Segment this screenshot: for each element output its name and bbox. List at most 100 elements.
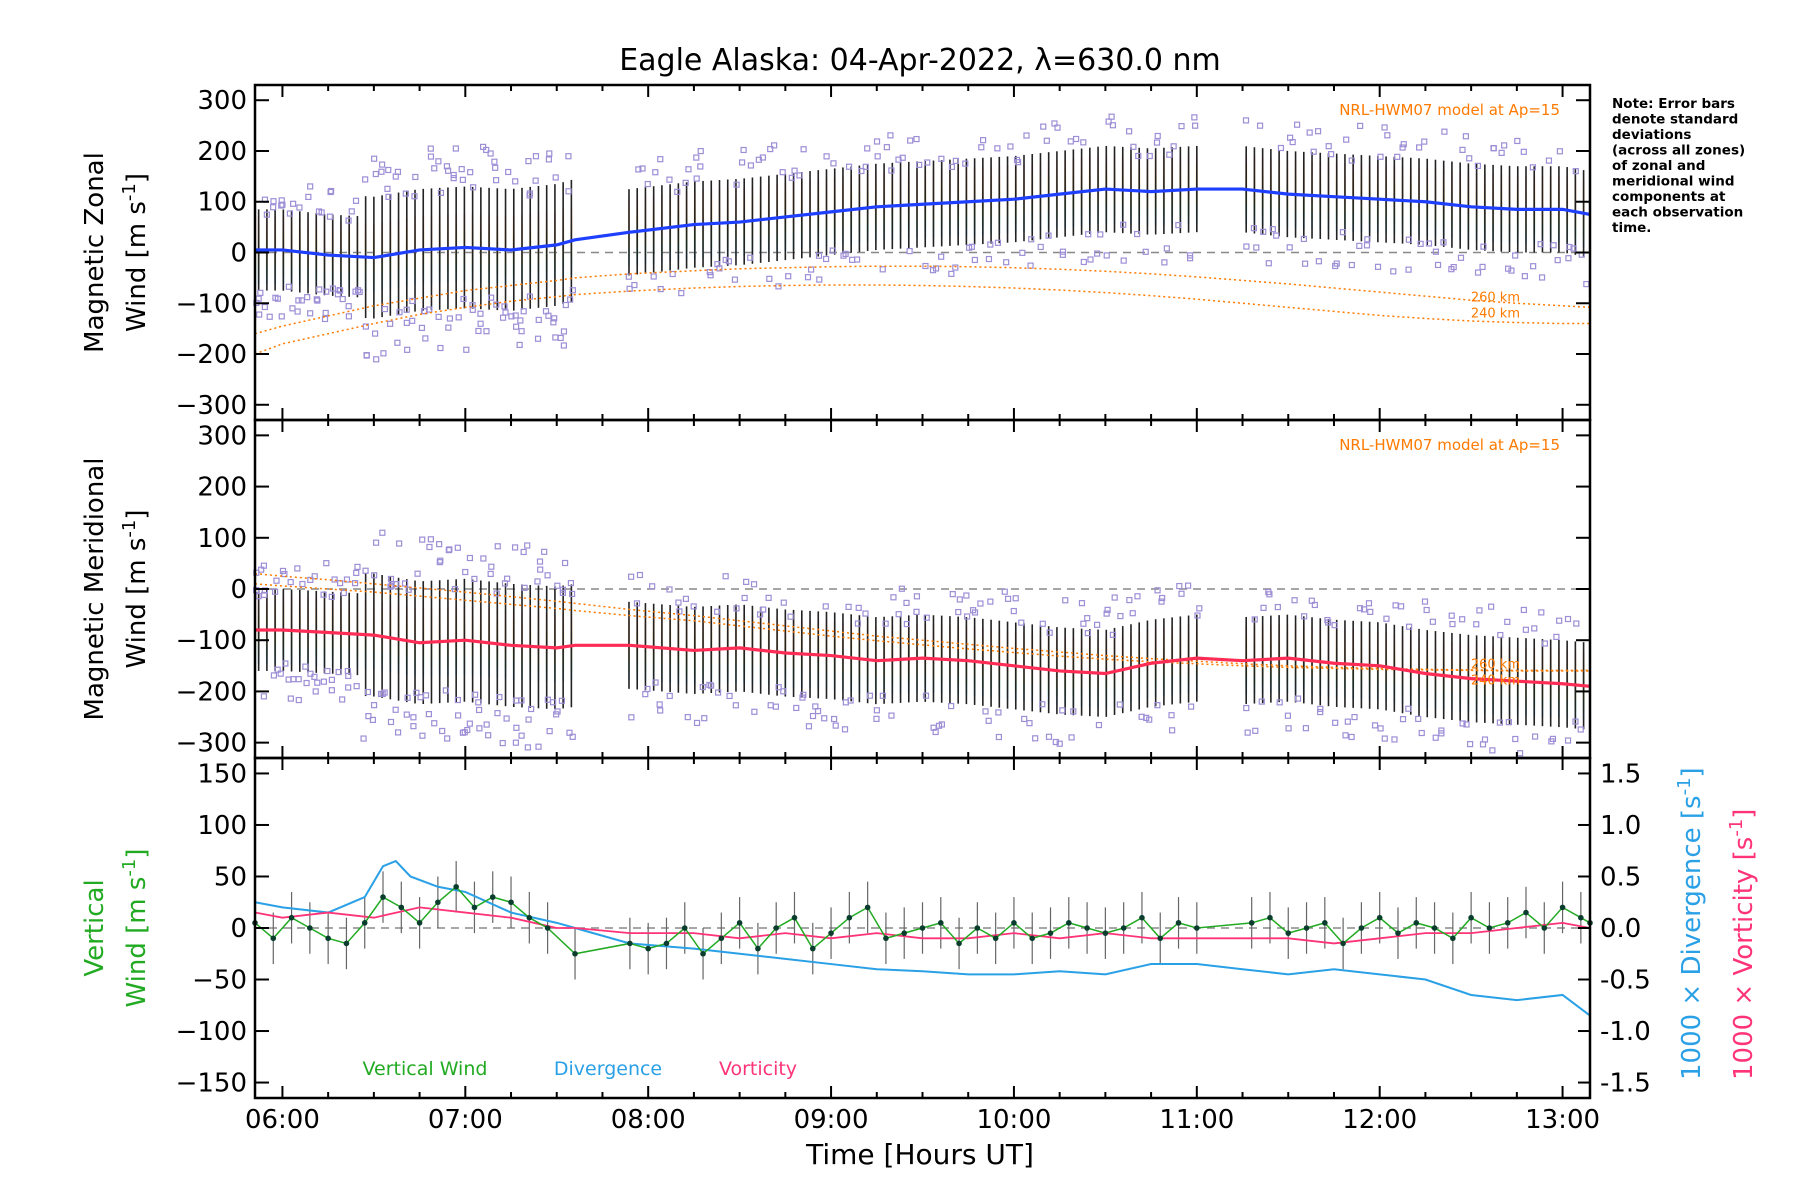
vertical-wind-point (1248, 920, 1255, 926)
vertical-wind-point (1431, 925, 1438, 931)
outlier-point (270, 204, 277, 211)
outlier-point (1109, 631, 1117, 638)
model-alt-label: 240 km (1471, 306, 1520, 321)
outlier-point (1550, 242, 1557, 249)
outlier-point (853, 256, 861, 263)
outlier-point (445, 324, 452, 331)
outlier-point (1037, 243, 1044, 251)
outlier-point (913, 135, 920, 143)
outlier-point (714, 608, 721, 615)
outlier-point (282, 660, 289, 667)
y-label-line2: Wind [m s-1] (119, 510, 152, 669)
outlier-point (1332, 262, 1339, 270)
outlier-point (552, 174, 559, 181)
outlier-point (1043, 137, 1050, 144)
outlier-point (952, 157, 960, 164)
note-line: deviations (1612, 127, 1691, 143)
outlier-point (1573, 620, 1580, 627)
model-label: NRL-HWM07 model at Ap=15 (1339, 436, 1560, 454)
y-label-line2: Wind [m s-1] (119, 173, 152, 332)
outlier-point (1530, 263, 1537, 270)
outlier-point (384, 185, 391, 192)
outlier-point (922, 692, 930, 699)
outlier-point (1095, 721, 1103, 729)
outlier-point (314, 297, 321, 304)
outlier-point (340, 589, 347, 597)
outlier-point (260, 693, 267, 700)
outlier-point (858, 167, 865, 175)
outlier-point (392, 706, 399, 713)
y2-tick-label: 1.5 (1600, 759, 1641, 789)
outlier-point (1405, 236, 1412, 243)
outlier-point (364, 688, 372, 696)
outlier-point (425, 710, 432, 718)
outlier-point (569, 733, 576, 740)
outlier-point (684, 714, 691, 721)
outlier-point (379, 690, 386, 698)
outlier-point (1459, 146, 1466, 153)
y-tick-label: −200 (176, 677, 247, 707)
vertical-wind-point (828, 930, 834, 936)
outlier-point (462, 568, 469, 576)
outlier-point (263, 211, 270, 218)
outlier-point (1252, 727, 1259, 734)
vertical-wind-point (1303, 925, 1310, 931)
outlier-point (740, 146, 747, 154)
outlier-point (995, 733, 1002, 741)
outlier-point (410, 723, 417, 730)
outlier-point (260, 562, 267, 569)
outlier-point (1449, 620, 1456, 628)
outlier-point (477, 320, 484, 327)
outlier-point (841, 726, 849, 733)
outlier-point (285, 283, 292, 290)
outlier-point (558, 697, 566, 704)
outlier-point (767, 702, 774, 709)
outlier-point (491, 158, 498, 165)
outlier-point (652, 679, 659, 686)
outlier-point (380, 350, 387, 357)
outlier-point (1348, 261, 1355, 269)
outlier-point (487, 150, 494, 157)
outlier-point (1496, 719, 1504, 726)
outlier-point (1514, 137, 1521, 145)
outlier-point (625, 273, 632, 280)
outlier-point (442, 687, 450, 694)
outlier-point (1260, 604, 1267, 611)
outlier-point (725, 258, 732, 265)
outlier-point (1383, 615, 1390, 622)
outlier-point (628, 714, 635, 721)
outlier-point (437, 344, 444, 352)
outlier-point (948, 163, 956, 171)
outlier-point (463, 346, 470, 353)
outlier-point (657, 707, 664, 714)
outlier-point (270, 198, 277, 205)
outlier-point (487, 570, 494, 578)
outlier-point (295, 696, 302, 704)
outlier-point (1109, 122, 1117, 129)
outlier-point (466, 554, 474, 562)
outlier-point (409, 317, 416, 324)
vertical-wind-point (1102, 930, 1109, 936)
outlier-point (512, 312, 519, 319)
outlier-point (404, 346, 411, 353)
outlier-point (560, 342, 567, 349)
outlier-point (525, 716, 532, 723)
outlier-point (418, 324, 426, 332)
outlier-point (492, 164, 499, 171)
outlier-point (829, 247, 836, 254)
outlier-point (1250, 225, 1258, 232)
outlier-point (1018, 619, 1025, 626)
outlier-point (1405, 623, 1413, 630)
y-tick-label: 0 (230, 914, 247, 944)
outlier-point (1276, 699, 1283, 706)
outlier-point (1094, 250, 1101, 257)
vertical-wind-point (508, 899, 514, 906)
outlier-point (690, 603, 697, 610)
vertical-wind-point (1340, 940, 1346, 947)
outlier-point (855, 604, 862, 611)
outlier-point (775, 283, 782, 290)
outlier-point (822, 255, 830, 263)
outlier-point (1243, 243, 1250, 250)
outlier-point (714, 689, 722, 696)
